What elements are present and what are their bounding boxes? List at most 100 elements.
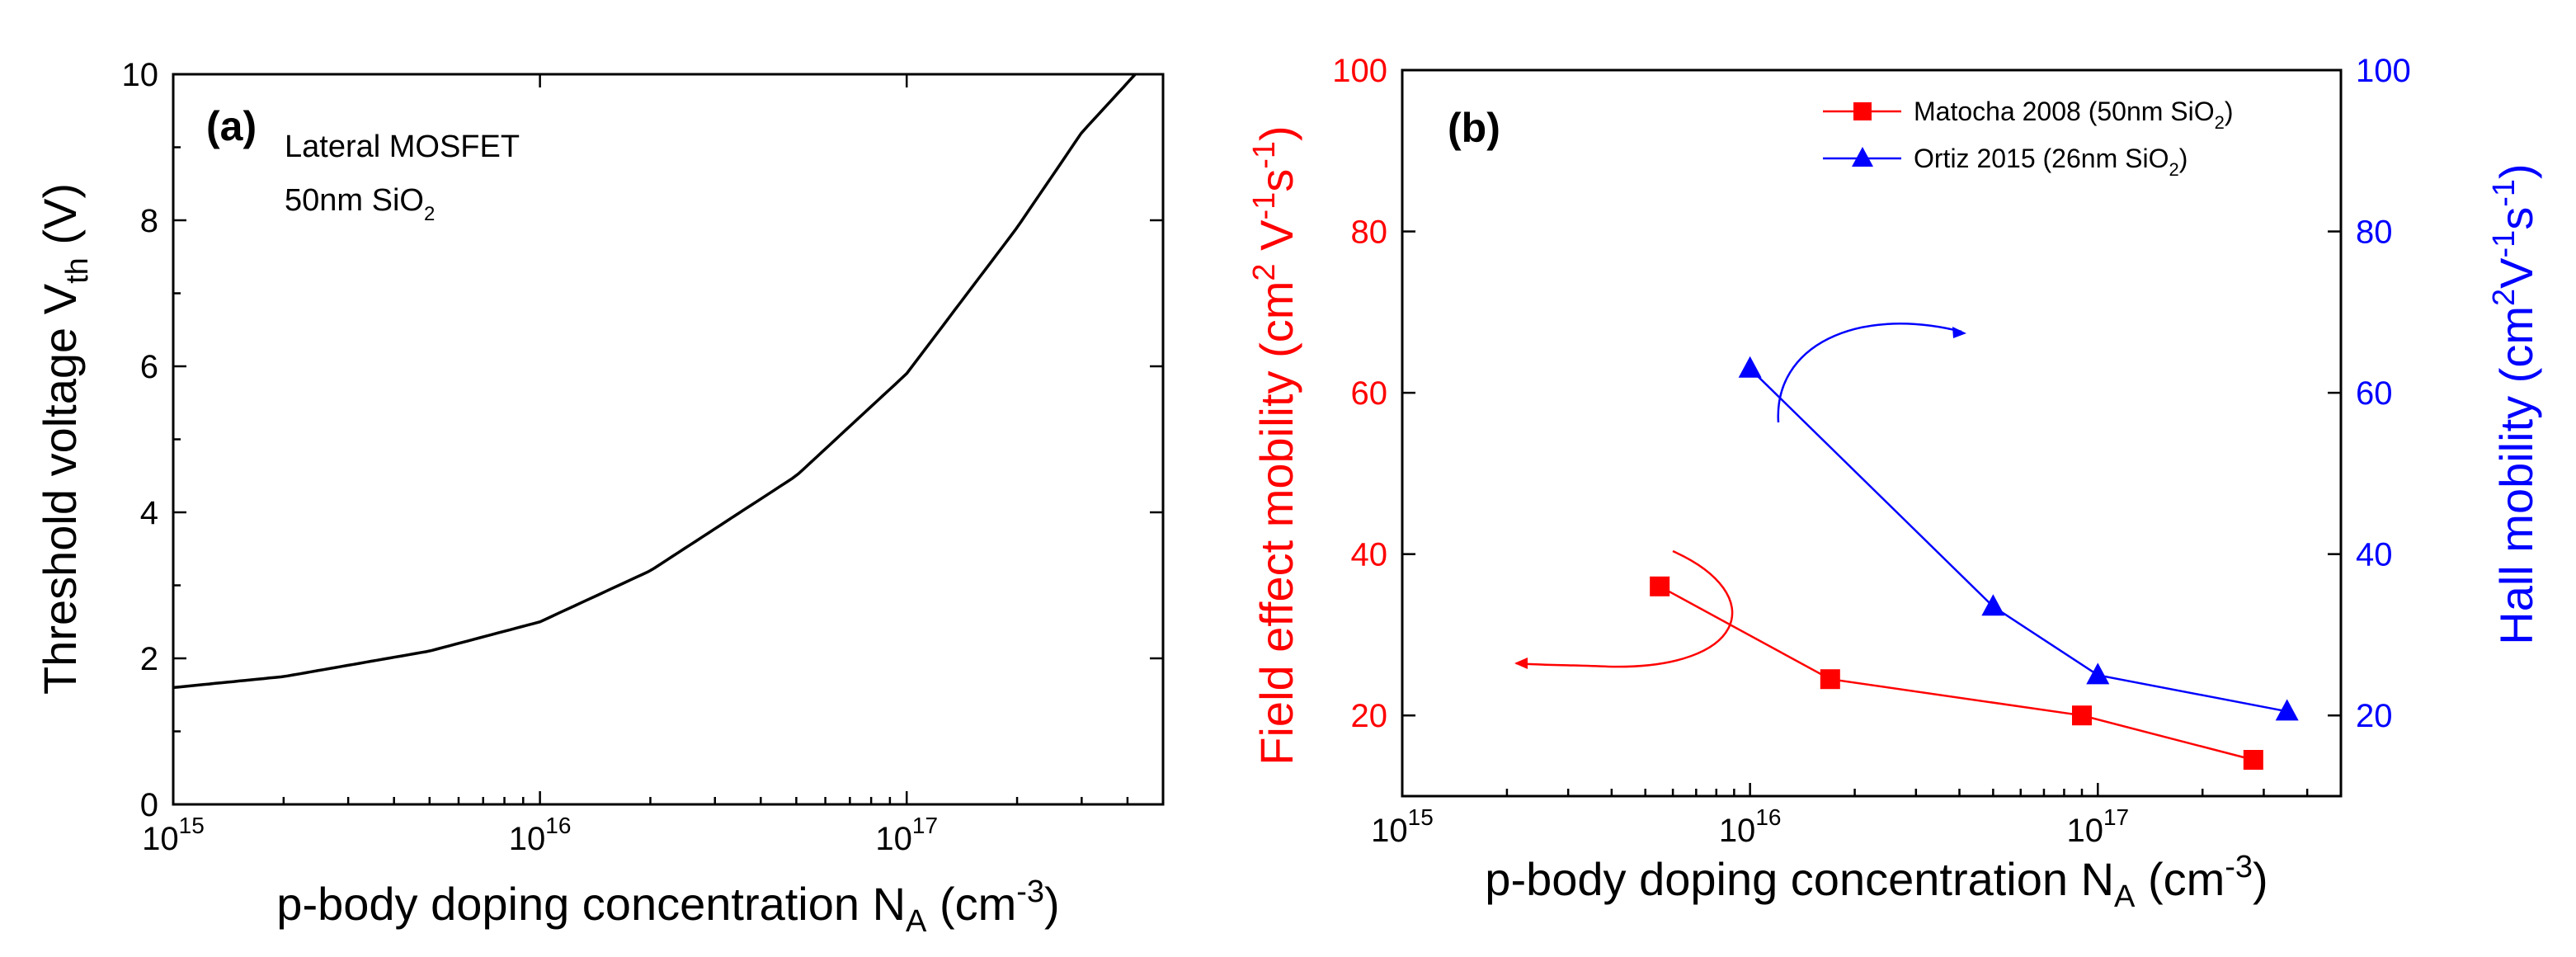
- annotation-oxide-sub: 2: [424, 203, 435, 225]
- left-y-label-mid: V: [1250, 219, 1302, 264]
- x-tick-label: 1017: [875, 813, 938, 857]
- right-y-label-sup3: -1: [2487, 179, 2522, 207]
- left-y-tick-label: 100: [1332, 53, 1387, 89]
- legend-matocha-text: Matocha 2008 (50nm SiO: [1914, 97, 2215, 126]
- left-y-label-sup2: -1: [1247, 192, 1282, 220]
- x-label-tail: (cm: [926, 878, 1016, 930]
- legend-blue-marker: [1852, 147, 1873, 167]
- panel-a-annotation-line2: 50nm SiO2: [285, 183, 435, 225]
- x-tick-base: 10: [1371, 813, 1408, 849]
- panel-a-x-axis-label: p-body doping concentration NA (cm-3): [276, 874, 1059, 939]
- y-tick-label: 0: [140, 787, 158, 823]
- y-tick-label: 8: [140, 203, 158, 239]
- x-label-end: ): [1044, 878, 1060, 930]
- panel-a-y-axis-label: Threshold voltage Vth (V): [34, 183, 95, 695]
- right-y-label-end: ): [2490, 163, 2542, 179]
- blue-arrowhead: [1952, 327, 1966, 338]
- legend-ortiz-end: ): [2179, 144, 2188, 173]
- annotation-oxide-text: 50nm SiO: [285, 183, 424, 218]
- y-tick-label: 10: [122, 57, 159, 93]
- matocha-series-line: [1659, 585, 2254, 761]
- x-label-end: ): [2253, 853, 2268, 905]
- legend-ortiz-sub: 2: [2169, 159, 2178, 180]
- x-label-sub: A: [906, 904, 927, 939]
- right-y-tick-label: 100: [2356, 53, 2411, 89]
- legend-ortiz-text: Ortiz 2015 (26nm SiO: [1914, 144, 2169, 173]
- ortiz-data-point: [2086, 662, 2110, 685]
- x-tick-label: 1016: [1719, 804, 1782, 849]
- x-label-main: p-body doping concentration N: [1485, 853, 2114, 905]
- red-axis-arrow: [1515, 549, 1734, 668]
- x-tick-exponent: 17: [912, 813, 938, 838]
- panel-a-annotation-line1: Lateral MOSFET: [285, 130, 520, 164]
- x-label-sup: -3: [1016, 874, 1044, 909]
- legend-matocha-sub: 2: [2215, 112, 2225, 133]
- right-y-tick-label: 40: [2356, 537, 2393, 573]
- left-y-label-sup3: -1: [1247, 141, 1282, 169]
- ortiz-series-line: [1749, 367, 2287, 713]
- panel-b-plot-frame: [1401, 68, 2343, 798]
- x-tick-base: 10: [2066, 813, 2103, 849]
- matocha-data-point: [1650, 576, 1670, 596]
- x-tick-base: 10: [1719, 813, 1756, 849]
- x-tick-label: 1016: [509, 813, 572, 857]
- legend-ortiz: Ortiz 2015 (26nm SiO2): [1914, 144, 2187, 180]
- y-label-sub: th: [60, 257, 95, 284]
- right-y-label-main: Hall mobility (cm: [2490, 306, 2542, 645]
- y-tick-label: 4: [140, 495, 158, 531]
- left-y-tick-label: 80: [1351, 214, 1388, 251]
- left-y-label-sup1: 2: [1247, 263, 1282, 280]
- left-y-tick-label: 20: [1351, 698, 1388, 734]
- x-label-sup: -3: [2225, 850, 2253, 884]
- legend-matocha-end: ): [2225, 97, 2234, 126]
- right-y-label-sup1: 2: [2487, 289, 2522, 306]
- y-tick-label: 6: [140, 349, 158, 385]
- ortiz-data-point: [1981, 594, 2005, 616]
- x-label-tail: (cm: [2135, 853, 2225, 905]
- ortiz-data-point: [1738, 356, 1762, 378]
- ortiz-data-point: [2275, 699, 2299, 721]
- right-y-label-mid2: s: [2490, 207, 2542, 230]
- y-tick-label: 2: [140, 641, 158, 677]
- x-tick-label: 1017: [2066, 804, 2129, 849]
- x-tick-label: 1015: [1371, 804, 1434, 849]
- x-tick-base: 10: [142, 821, 179, 857]
- x-tick-exponent: 15: [179, 813, 205, 838]
- x-tick-label: 1015: [142, 813, 205, 857]
- panel-b-series: [1650, 356, 2299, 770]
- x-tick-base: 10: [509, 821, 546, 857]
- right-y-tick-label: 60: [2356, 375, 2393, 412]
- legend-matocha: Matocha 2008 (50nm SiO2): [1914, 97, 2234, 133]
- right-y-tick-label: 20: [2356, 698, 2393, 734]
- vth-curve: [172, 73, 1137, 690]
- legend: Matocha 2008 (50nm SiO2) Ortiz 2015 (26n…: [1823, 97, 2234, 180]
- y-label-tail: (V): [34, 183, 86, 257]
- right-y-label-mid: V: [2490, 257, 2542, 289]
- matocha-data-point: [2071, 705, 2092, 726]
- panel-b-x-axis-label: p-body doping concentration NA (cm-3): [1485, 850, 2268, 914]
- right-y-label-sup2: -1: [2487, 230, 2522, 258]
- x-tick-exponent: 15: [1408, 804, 1434, 830]
- panel-a-label: (a): [206, 103, 257, 149]
- left-y-label-end: ): [1250, 125, 1302, 141]
- legend-red-marker: [1853, 102, 1872, 120]
- blue-axis-arrow: [1777, 323, 1962, 423]
- left-y-label-mid2: s: [1250, 169, 1302, 192]
- x-label-sub: A: [2114, 879, 2136, 914]
- matocha-data-point: [1820, 669, 1840, 690]
- x-tick-base: 10: [875, 821, 912, 857]
- left-y-tick-label: 40: [1351, 537, 1388, 573]
- x-label-main: p-body doping concentration N: [276, 878, 906, 930]
- panel-b-label: (b): [1448, 105, 1500, 151]
- right-y-tick-label: 80: [2356, 214, 2393, 251]
- matocha-data-point: [2243, 750, 2263, 770]
- x-tick-exponent: 17: [2103, 804, 2129, 830]
- x-tick-exponent: 16: [1755, 804, 1781, 830]
- red-arrowhead: [1514, 658, 1528, 669]
- left-y-tick-label: 60: [1351, 375, 1388, 412]
